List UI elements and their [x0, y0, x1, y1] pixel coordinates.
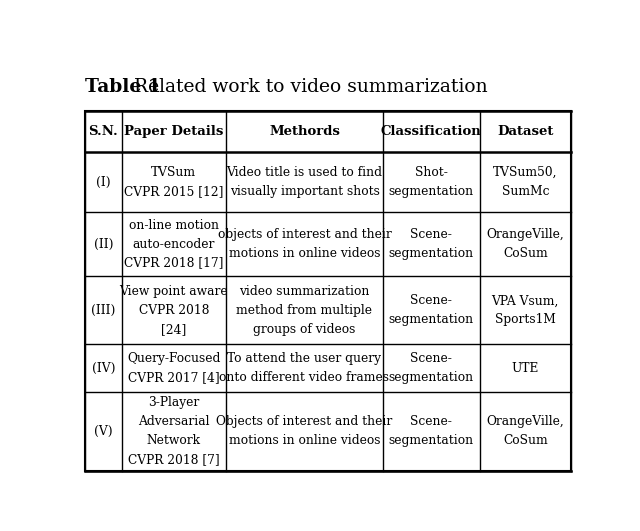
Bar [85, 111, 571, 470]
Text: (V): (V) [94, 425, 113, 438]
Text: video summarization
method from multiple
groups of videos: video summarization method from multiple… [237, 285, 372, 336]
Text: TVSum50,
SumMc: TVSum50, SumMc [493, 166, 557, 198]
Text: Objects of interest and their
motions in online videos: Objects of interest and their motions in… [216, 415, 392, 447]
Text: TVSum
CVPR 2015 [12]: TVSum CVPR 2015 [12] [124, 166, 223, 198]
Text: Classification: Classification [381, 125, 482, 138]
Text: (III): (III) [91, 304, 115, 317]
Text: (IV): (IV) [92, 362, 115, 375]
Text: (I): (I) [96, 176, 111, 189]
Text: 3-Player
Adversarial
Network
CVPR 2018 [7]: 3-Player Adversarial Network CVPR 2018 [… [128, 396, 220, 466]
Text: Dataset: Dataset [497, 125, 554, 138]
Text: Table 1: Table 1 [85, 78, 161, 96]
Text: OrangeVille,
CoSum: OrangeVille, CoSum [486, 228, 564, 260]
Text: S.N.: S.N. [88, 125, 118, 138]
Text: OrangeVille,
CoSum: OrangeVille, CoSum [486, 415, 564, 447]
Text: Scene-
segmentation: Scene- segmentation [388, 228, 474, 260]
Text: To attend the user query
onto different video frames: To attend the user query onto different … [220, 352, 390, 384]
Text: Scene-
segmentation: Scene- segmentation [388, 294, 474, 326]
Text: Query-Focused
CVPR 2017 [4]: Query-Focused CVPR 2017 [4] [127, 352, 221, 384]
Text: on-line motion
auto-encoder
CVPR 2018 [17]: on-line motion auto-encoder CVPR 2018 [1… [124, 219, 223, 270]
Text: Shot-
segmentation: Shot- segmentation [388, 166, 474, 198]
Text: Scene-
segmentation: Scene- segmentation [388, 352, 474, 384]
Text: View point aware
CVPR 2018
[24]: View point aware CVPR 2018 [24] [120, 285, 228, 336]
Text: Methords: Methords [269, 125, 340, 138]
Text: (II): (II) [93, 237, 113, 251]
Text: Video title is used to find
visually important shots: Video title is used to find visually imp… [227, 166, 383, 198]
Text: UTE: UTE [511, 362, 539, 375]
Text: VPA Vsum,
Sports1M: VPA Vsum, Sports1M [492, 294, 559, 326]
Text: objects of interest and their
motions in online videos: objects of interest and their motions in… [218, 228, 391, 260]
Text: Paper Details: Paper Details [124, 125, 223, 138]
Text: Scene-
segmentation: Scene- segmentation [388, 415, 474, 447]
Text: Related work to video summarization: Related work to video summarization [122, 78, 488, 96]
